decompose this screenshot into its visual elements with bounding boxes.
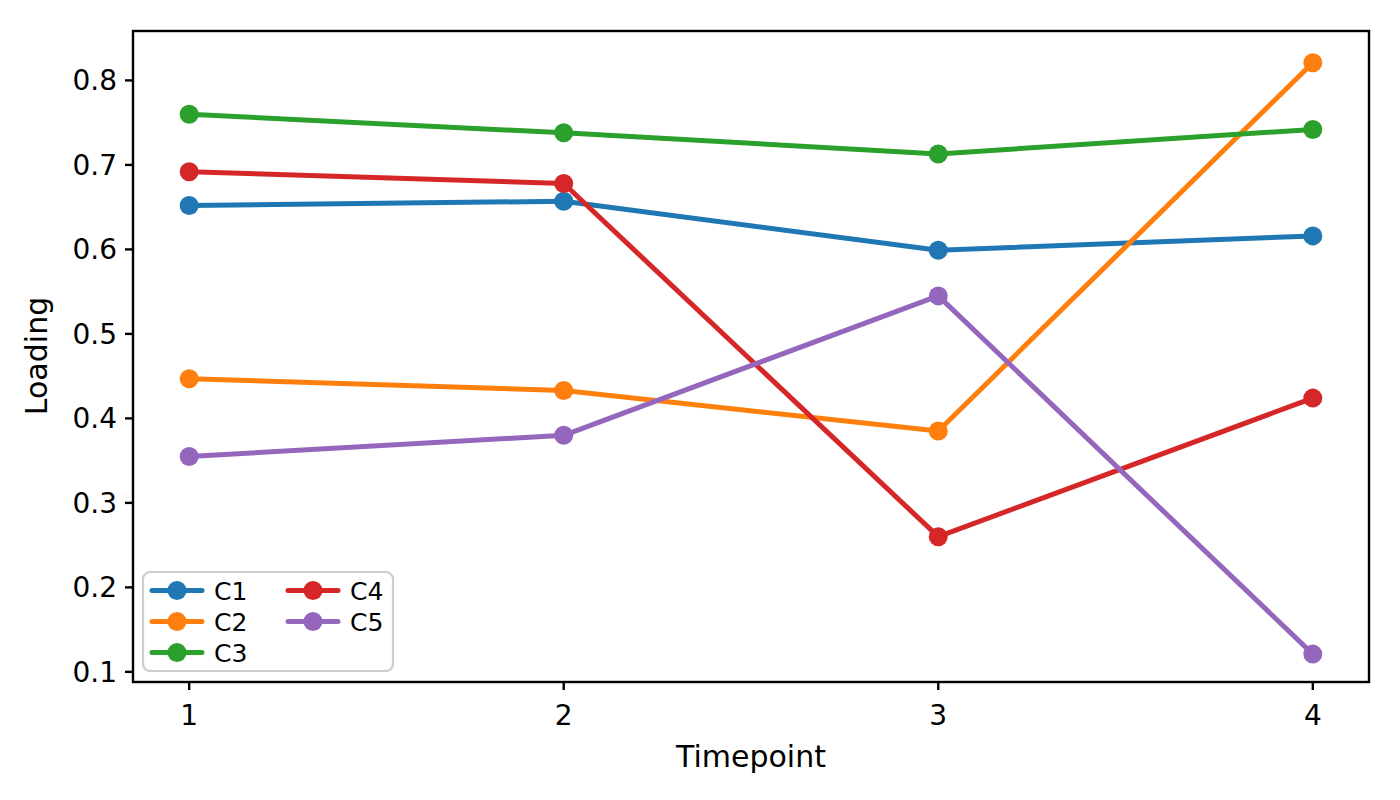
y-tick-label: 0.1 bbox=[72, 656, 117, 689]
data-point-C2-t4 bbox=[1303, 53, 1322, 72]
data-point-C5-t4 bbox=[1303, 645, 1322, 664]
x-tick-label: 4 bbox=[1304, 699, 1322, 732]
legend-label-C2: C2 bbox=[214, 608, 247, 637]
line-chart: 12340.10.20.30.40.50.60.70.8 C1C2C3C4C5 … bbox=[0, 0, 1400, 800]
data-point-C1-t2 bbox=[554, 192, 573, 211]
data-point-C3-t4 bbox=[1303, 120, 1322, 139]
legend-sample-marker-C2 bbox=[168, 612, 187, 631]
y-tick-label: 0.5 bbox=[72, 318, 117, 351]
y-tick-label: 0.4 bbox=[72, 402, 117, 435]
data-point-C5-t2 bbox=[554, 426, 573, 445]
x-axis-label: Timepoint bbox=[675, 739, 826, 774]
x-tick-label: 1 bbox=[180, 699, 198, 732]
legend-label-C5: C5 bbox=[350, 608, 383, 637]
data-point-C2-t3 bbox=[929, 422, 948, 441]
legend-sample-marker-C3 bbox=[168, 643, 187, 662]
legend-label-C3: C3 bbox=[214, 639, 247, 668]
legend-sample-marker-C1 bbox=[168, 581, 187, 600]
data-point-C2-t1 bbox=[180, 369, 199, 388]
data-point-C4-t1 bbox=[180, 162, 199, 181]
data-point-C3-t1 bbox=[180, 105, 199, 124]
data-point-C4-t2 bbox=[554, 174, 573, 193]
y-tick-label: 0.7 bbox=[72, 149, 117, 182]
legend: C1C2C3 C4C5 bbox=[143, 572, 393, 671]
data-point-C2-t2 bbox=[554, 381, 573, 400]
y-tick-label: 0.3 bbox=[72, 487, 117, 520]
legend-label-C1: C1 bbox=[214, 577, 247, 606]
data-point-C5-t3 bbox=[929, 286, 948, 305]
x-tick-label: 3 bbox=[929, 699, 947, 732]
legend-label-C4: C4 bbox=[350, 577, 383, 606]
y-axis-label: Loading bbox=[19, 297, 54, 415]
data-point-C4-t3 bbox=[929, 527, 948, 546]
x-tick-label: 2 bbox=[555, 699, 573, 732]
figure: 12340.10.20.30.40.50.60.70.8 C1C2C3C4C5 … bbox=[0, 0, 1400, 800]
data-point-C1-t3 bbox=[929, 241, 948, 260]
series-line-C3 bbox=[189, 114, 1313, 154]
data-point-C3-t2 bbox=[554, 123, 573, 142]
legend-sample-marker-C5 bbox=[304, 612, 323, 631]
y-tick-label: 0.8 bbox=[72, 64, 117, 97]
data-point-C1-t4 bbox=[1303, 226, 1322, 245]
legend-sample-marker-C4 bbox=[304, 581, 323, 600]
data-point-C1-t1 bbox=[180, 196, 199, 215]
y-tick-label: 0.2 bbox=[72, 571, 117, 604]
data-point-C4-t4 bbox=[1303, 389, 1322, 408]
series-line-C2 bbox=[189, 63, 1313, 431]
y-tick-label: 0.6 bbox=[72, 233, 117, 266]
data-point-C5-t1 bbox=[180, 447, 199, 466]
data-point-C3-t3 bbox=[929, 144, 948, 163]
